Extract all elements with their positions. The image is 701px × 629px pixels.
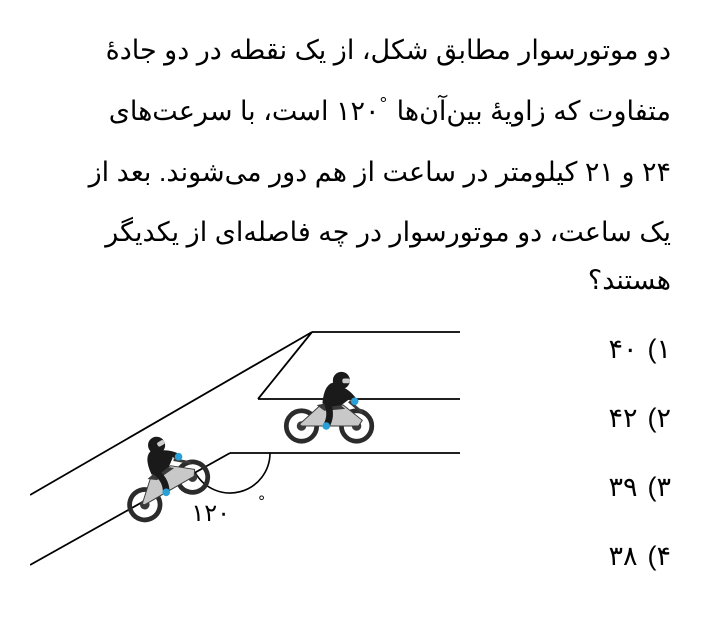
q-line4: یک ساعت، دو موتورسوار در چه فاصله‌ای از … bbox=[105, 217, 671, 247]
rider-horizontal-icon bbox=[286, 372, 372, 441]
degree-symbol: ° bbox=[380, 94, 388, 115]
option-2-marker: ۲) bbox=[647, 405, 671, 432]
answer-options: هستند؟ ۱) ۴۰ ۲) ۴۲ ۳) ۳۹ ۴) ۳۸ bbox=[531, 267, 671, 612]
option-2: ۲) ۴۲ bbox=[531, 405, 671, 432]
roads-diagram: ۱۲۰ ° bbox=[30, 289, 460, 589]
q-line1: دو موتورسوار مطابق شکل، از یک نقطه در دو… bbox=[106, 35, 671, 65]
svg-text:°: ° bbox=[258, 492, 265, 511]
option-1: ۱) ۴۰ bbox=[531, 336, 671, 363]
diagram-container: ۱۲۰ ° bbox=[30, 267, 531, 589]
question-text: دو موتورسوار مطابق شکل، از یک نقطه در دو… bbox=[30, 20, 671, 263]
q-line3: ۲۴ و ۲۱ کیلومتر در ساعت از هم دور می‌شون… bbox=[89, 157, 671, 187]
q-line5: هستند؟ bbox=[588, 265, 671, 295]
svg-text:۱۲۰: ۱۲۰ bbox=[191, 500, 230, 527]
q-line2a: متفاوت که زاویهٔ بین‌آن‌ها bbox=[389, 96, 671, 126]
option-3: ۳) ۳۹ bbox=[531, 474, 671, 501]
option-2-value: ۴۲ bbox=[608, 403, 637, 433]
option-1-marker: ۱) bbox=[647, 336, 671, 363]
option-1-value: ۴۰ bbox=[608, 334, 637, 364]
option-3-marker: ۳) bbox=[647, 474, 671, 501]
option-3-value: ۳۹ bbox=[608, 472, 637, 502]
option-4: ۴) ۳۸ bbox=[531, 543, 671, 570]
option-4-value: ۳۸ bbox=[608, 541, 637, 571]
q-stem-tail: هستند؟ bbox=[531, 267, 671, 294]
q-line2b: است، با سرعت‌های bbox=[109, 96, 336, 126]
option-4-marker: ۴) bbox=[647, 543, 671, 570]
q-angle: ۱۲۰ bbox=[336, 96, 380, 126]
